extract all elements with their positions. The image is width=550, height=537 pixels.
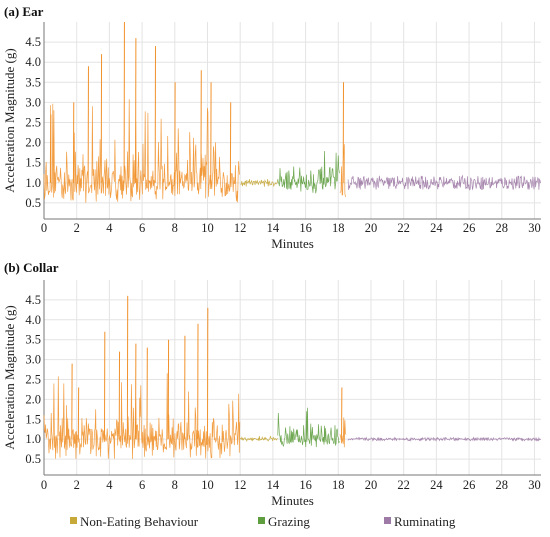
y-tick-label: 1.5: [25, 412, 41, 426]
y-tick-label: 1.0: [25, 176, 41, 190]
x-tick-label: 26: [463, 478, 476, 492]
y-tick-label: 2.0: [25, 392, 41, 406]
x-tick-label: 28: [496, 221, 509, 235]
y-tick-label: 4.5: [25, 35, 41, 49]
y-tick-label: 1.5: [25, 156, 41, 170]
x-tick-label: 16: [299, 478, 312, 492]
x-tick-label: 28: [496, 478, 509, 492]
y-tick-label: 1.0: [25, 432, 41, 446]
x-tick-label: 2: [74, 221, 80, 235]
x-tick-label: 18: [332, 478, 345, 492]
y-tick-label: 3.0: [25, 353, 41, 367]
x-tick-label: 8: [172, 478, 178, 492]
y-axis-label: Acceleration Magnitude (g): [2, 305, 17, 449]
x-tick-label: 12: [234, 478, 247, 492]
x-tick-label: 22: [397, 221, 410, 235]
x-tick-label: 22: [397, 478, 410, 492]
x-tick-label: 12: [234, 221, 247, 235]
x-tick-label: 18: [332, 221, 345, 235]
x-tick-label: 20: [365, 221, 378, 235]
y-tick-label: 3.5: [25, 333, 41, 347]
x-tick-label: 10: [201, 478, 214, 492]
x-tick-label: 4: [106, 221, 113, 235]
legend-item-grazing: Grazing: [258, 514, 310, 529]
y-tick-label: 4.5: [25, 293, 41, 307]
series-trace-non-eating-behaviour: [339, 417, 347, 448]
series-trace-ruminating: [347, 436, 541, 442]
series-trace-grazing: [277, 150, 340, 194]
x-tick-label: 14: [267, 221, 280, 235]
x-axis-label: Minutes: [271, 236, 314, 251]
legend-item-non-eating: Non-Eating Behaviour: [70, 514, 199, 529]
x-tick-label: 4: [106, 478, 113, 492]
x-tick-label: 30: [528, 478, 541, 492]
y-axis-label: Acceleration Magnitude (g): [2, 48, 17, 192]
x-tick-label: 24: [430, 221, 443, 235]
x-tick-label: 6: [139, 478, 145, 492]
x-tick-label: 26: [463, 221, 476, 235]
y-tick-label: 3.0: [25, 95, 41, 109]
x-tick-label: 14: [267, 478, 280, 492]
y-tick-label: 0.5: [25, 196, 41, 210]
y-tick-label: 2.5: [25, 116, 41, 130]
panel-title-collar: (b) Collar: [4, 260, 59, 275]
series-trace-non-eating-behaviour: [43, 373, 241, 460]
series-trace-grazing: [277, 407, 340, 448]
x-tick-label: 30: [528, 221, 541, 235]
legend-swatch-grazing: [258, 517, 265, 524]
series-trace-ruminating: [347, 174, 541, 191]
legend-swatch-non-eating: [70, 517, 77, 524]
x-tick-label: 16: [299, 221, 312, 235]
x-tick-label: 2: [74, 478, 80, 492]
y-tick-label: 0.5: [25, 452, 41, 466]
legend-label-grazing: Grazing: [268, 514, 310, 529]
panel-collar: 0 2 4 6 8 10 12 14 16 18 20 22 24 26 28 300.51.01.52.02…: [2, 280, 541, 508]
legend-label-ruminating: Ruminating: [394, 514, 456, 529]
panel-title-ear: (a) Ear: [4, 4, 44, 19]
y-tick-label: 3.5: [25, 75, 41, 89]
x-tick-label: 10: [201, 221, 214, 235]
legend-label-non-eating: Non-Eating Behaviour: [80, 514, 199, 529]
x-tick-label: 24: [430, 478, 443, 492]
x-tick-label: 20: [365, 478, 378, 492]
legend: Non-Eating Behaviour Grazing Ruminating: [70, 514, 456, 529]
legend-item-ruminating: Ruminating: [384, 514, 456, 529]
x-axis-label: Minutes: [271, 493, 314, 508]
series-trace-non-eating-behaviour: [43, 99, 241, 203]
y-tick-label: 2.5: [25, 372, 41, 386]
x-tick-label: 0: [41, 221, 47, 235]
legend-swatch-ruminating: [384, 517, 391, 524]
y-tick-label: 2.0: [25, 136, 41, 150]
panel-ear: 0 2 4 6 8 10 12 14 16 18 20 22 24 26 28 300.51.01.52.02…: [2, 21, 541, 251]
x-tick-label: 0: [41, 478, 47, 492]
x-tick-label: 8: [172, 221, 178, 235]
x-tick-label: 6: [139, 221, 145, 235]
y-tick-label: 4.0: [25, 313, 41, 327]
series-trace-non-eating-behaviour: [239, 435, 278, 443]
series-trace-non-eating-behaviour: [240, 178, 278, 187]
y-tick-label: 4.0: [25, 55, 41, 69]
